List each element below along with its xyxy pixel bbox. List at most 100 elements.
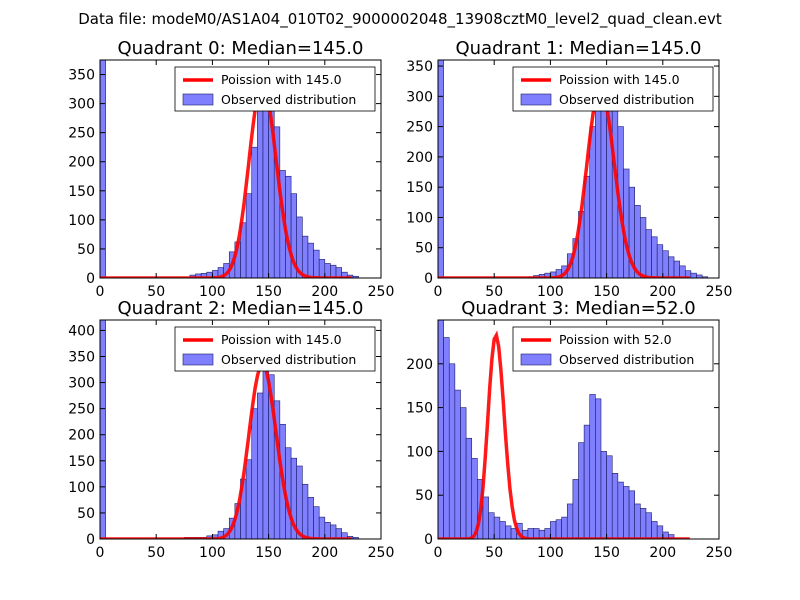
histogram-bar — [600, 89, 607, 278]
histogram-bar — [454, 389, 461, 539]
y-tick-label: 400 — [68, 323, 95, 339]
histogram-bar — [645, 512, 652, 539]
histogram-bar — [583, 424, 591, 539]
y-tick-label: 0 — [86, 271, 95, 287]
y-tick-label: 150 — [406, 401, 433, 417]
y-tick-label: 250 — [406, 120, 433, 136]
x-tick-label: 150 — [255, 545, 282, 561]
legend-bar-swatch — [520, 93, 552, 106]
histogram-bar — [505, 525, 512, 539]
axes-frame — [99, 59, 382, 279]
histogram-bar — [488, 512, 495, 539]
x-tick-label: 100 — [199, 284, 226, 300]
histogram-bar — [662, 250, 669, 278]
y-tick-label: 0 — [86, 532, 95, 548]
y-tick-label: 150 — [68, 184, 95, 200]
y-tick-label: 100 — [406, 210, 433, 226]
histogram-bar — [499, 521, 506, 539]
histogram-bar — [302, 235, 309, 278]
histogram-bar — [673, 260, 680, 278]
histogram-bar — [245, 193, 253, 278]
y-tick-label: 250 — [68, 402, 95, 418]
x-tick-label: 250 — [368, 545, 395, 561]
histogram-bar — [572, 479, 579, 539]
legend: Poission with 145.0 Observed distribution — [174, 326, 376, 372]
histogram-bar — [251, 408, 258, 539]
histogram-bar — [296, 465, 303, 539]
histogram-bar — [302, 483, 309, 539]
poisson-curve — [438, 84, 690, 278]
poisson-curve — [100, 361, 352, 539]
y-tick-label: 150 — [406, 180, 433, 196]
histogram-bar — [595, 398, 602, 539]
histogram-bar — [460, 407, 467, 539]
x-tick-label: 200 — [311, 545, 338, 561]
x-tick-label: 50 — [485, 545, 503, 561]
histogram-bar — [251, 146, 258, 278]
legend-label-observed: Observed distribution — [559, 92, 694, 107]
y-tick-label: 350 — [68, 68, 95, 84]
legend-label-poisson: Poission with 52.0 — [559, 332, 672, 347]
histogram-bar — [550, 521, 557, 539]
histogram-bar — [651, 521, 658, 539]
subplot-title: Quadrant 1: Median=145.0 — [456, 38, 702, 59]
histogram-bar — [318, 516, 326, 539]
histogram-bar — [617, 481, 624, 539]
legend-box — [512, 326, 714, 372]
histogram-bar — [640, 217, 647, 278]
histogram-bar — [318, 259, 326, 278]
histogram-bar — [262, 82, 269, 278]
x-tick-label: 250 — [706, 284, 733, 300]
x-tick-label: 100 — [537, 284, 564, 300]
histogram-bar — [341, 532, 348, 539]
y-tick-label: 200 — [406, 150, 433, 166]
histogram-bar — [628, 490, 636, 539]
y-tick-label: 300 — [68, 376, 95, 392]
axes-frame — [437, 319, 720, 540]
histogram-bar — [645, 229, 652, 278]
y-tick-label: 200 — [68, 428, 95, 444]
y-tick-label: 300 — [68, 97, 95, 113]
histogram-bar — [465, 437, 473, 539]
histogram-bar — [307, 496, 314, 539]
legend: Poission with 145.0 Observed distribution — [174, 66, 376, 112]
histogram-bar — [352, 275, 359, 278]
histogram-bar — [438, 60, 444, 278]
histogram-bar — [578, 442, 585, 539]
subplot-quadrant-1: 0 50 100 150 200 250 0 50 100 150 200 250 300 350 Quad… — [406, 38, 732, 300]
histogram-bar — [100, 320, 106, 539]
legend-label-observed: Observed distribution — [221, 352, 356, 367]
y-tick-label: 250 — [68, 126, 95, 142]
histogram-bars — [100, 60, 359, 278]
histogram-bar — [438, 320, 444, 539]
x-tick-label: 50 — [485, 284, 503, 300]
y-tick-label: 50 — [415, 488, 433, 504]
x-tick-label: 250 — [706, 545, 733, 561]
x-tick-label: 0 — [96, 284, 105, 300]
legend-label-poisson: Poission with 145.0 — [221, 72, 342, 87]
y-tick-label: 350 — [68, 350, 95, 366]
legend-bar-swatch — [182, 353, 214, 366]
subplot-quadrant-3: 0 50 100 150 200 250 0 50 100 150 200 Quadrant 3: M… — [406, 298, 732, 561]
subplot-quadrant-2: 0 50 100 150 200 250 0 50 100 150 200 250 300 350 400 Q… — [68, 298, 394, 561]
x-tick-label: 150 — [593, 284, 620, 300]
histogram-bar — [324, 263, 331, 278]
y-tick-label: 100 — [68, 480, 95, 496]
legend-label-poisson: Poission with 145.0 — [559, 72, 680, 87]
histogram-bar — [679, 265, 686, 278]
histogram-bar — [245, 459, 253, 539]
histogram-bar — [313, 506, 320, 539]
histogram-bar — [606, 455, 613, 539]
histogram-bar — [330, 524, 337, 539]
y-tick-label: 100 — [68, 213, 95, 229]
x-tick-label: 200 — [649, 545, 676, 561]
legend-label-observed: Observed distribution — [559, 352, 694, 367]
histogram-bar — [566, 503, 574, 539]
x-tick-label: 250 — [368, 284, 395, 300]
histogram-bar — [656, 525, 664, 539]
y-tick-label: 50 — [415, 241, 433, 257]
x-tick-label: 100 — [537, 545, 564, 561]
histogram-bar — [634, 503, 641, 539]
y-tick-label: 50 — [77, 506, 95, 522]
